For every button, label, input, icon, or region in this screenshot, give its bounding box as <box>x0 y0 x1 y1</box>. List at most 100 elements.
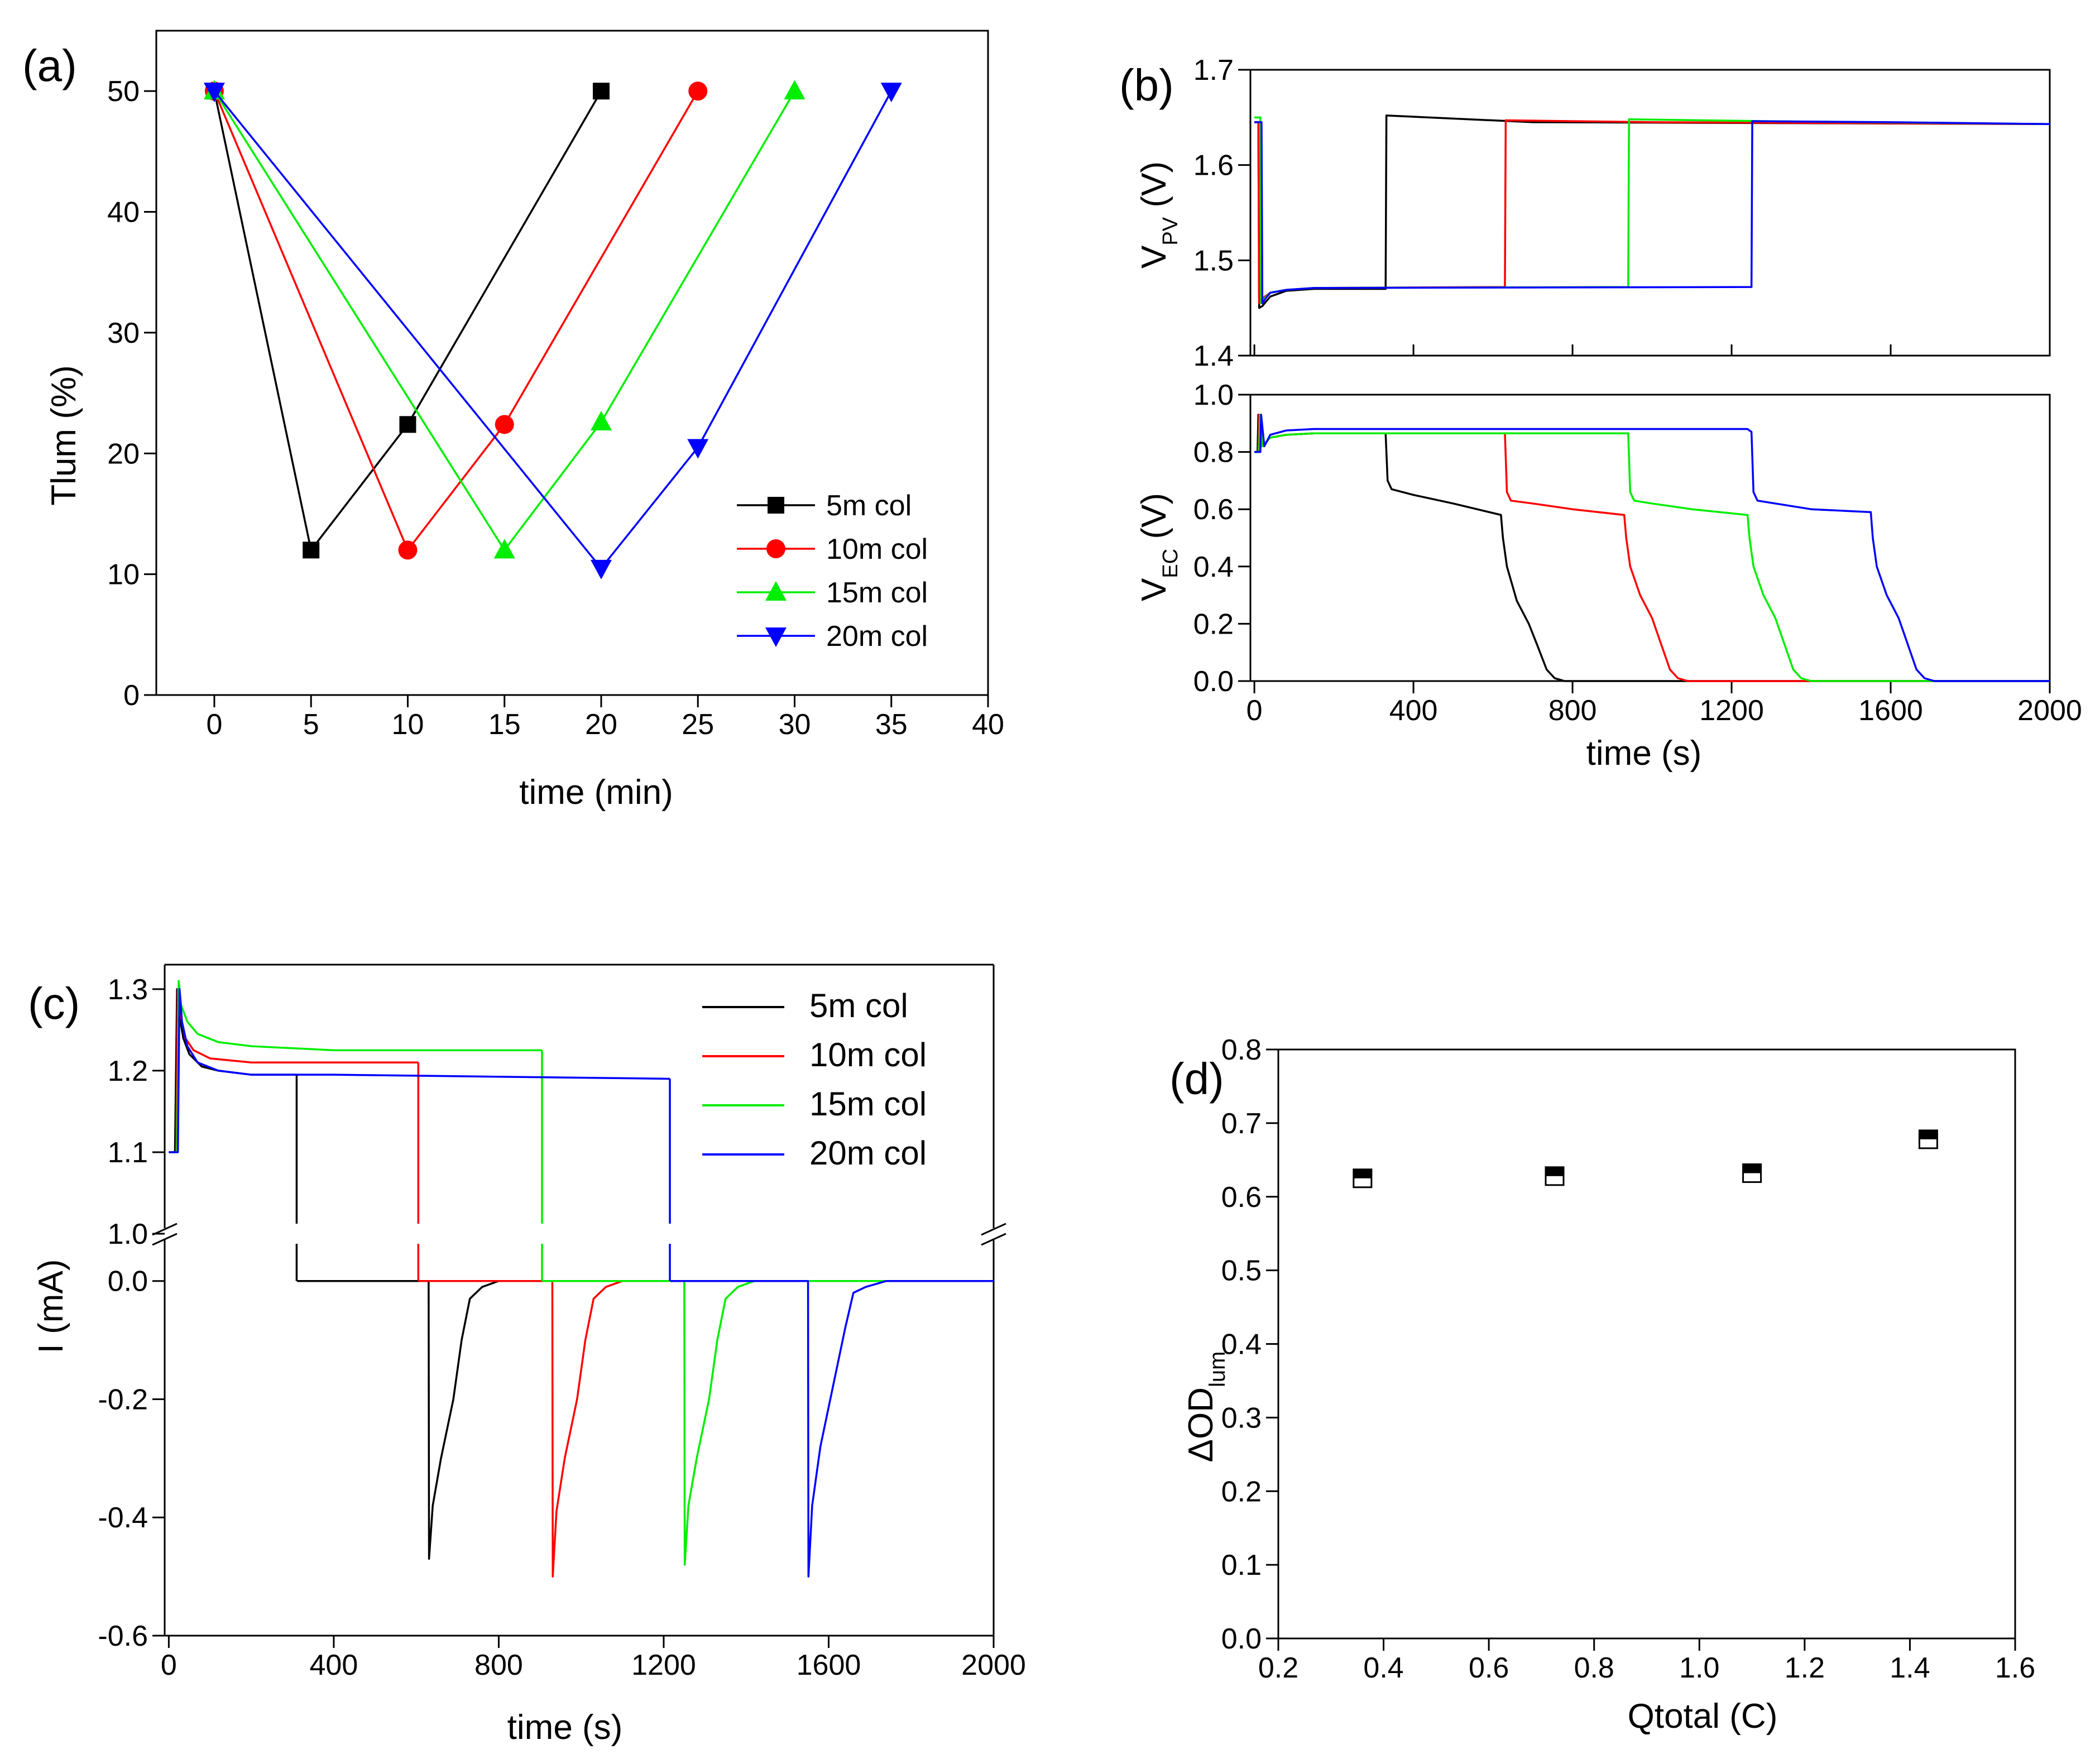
panel-c-xtick-label: 0 <box>161 1649 177 1681</box>
panel-b-bottom-series-2-line <box>1254 414 2050 682</box>
panel-b-bottom-ylabel: VEC (V) <box>1135 493 1182 601</box>
panel-c-series-0-lower-line <box>297 1279 994 1560</box>
panel-b-bottom-xtick-label: 400 <box>1389 694 1438 727</box>
panel-a-legend-label-2: 15m col <box>826 577 928 609</box>
panel-a-xlabel: time (min) <box>519 773 673 812</box>
panel-c-top-ytick-label: 1.3 <box>108 974 148 1006</box>
panel-a-series-0-point <box>303 541 320 559</box>
panel-c-legend-label-0: 5m col <box>809 987 908 1024</box>
panel-d-ytick-label: 0.7 <box>1221 1108 1262 1140</box>
panel-a-series-0-point <box>592 83 610 100</box>
panel-d-point-1-fill <box>1546 1167 1564 1176</box>
panel-a-ytick-label: 10 <box>107 559 140 591</box>
panel-b-top-ytick-label: 1.5 <box>1193 245 1234 277</box>
panel-c-xtick-label: 2000 <box>961 1649 1026 1681</box>
panel-c-break-mark-1a <box>981 1223 1006 1236</box>
panel-b-bottom-xtick-label: 0 <box>1246 694 1263 727</box>
panel-c-legend-label-3: 20m col <box>809 1134 927 1172</box>
panel-b-bottom-series-1-line <box>1254 414 2050 682</box>
panel-d-ylabel: ΔODlum <box>1182 1352 1230 1463</box>
panel-b-bottom-series-0-line <box>1254 414 2050 682</box>
panel-a-series-3-point <box>687 439 709 459</box>
panel-c-xtick-label: 1200 <box>631 1649 696 1681</box>
panel-c-series-1-lower-line <box>419 1279 994 1578</box>
panel-a-xtick-label: 15 <box>488 708 521 741</box>
panel-a-series-3-line <box>213 90 893 569</box>
panel-a-xtick-label: 30 <box>779 708 811 741</box>
panel-a-ytick-label: 0 <box>123 679 140 712</box>
panel-b-bottom-plot: 0 400 800 1200 1600 2000 0.0 0.2 0.4 0.6 0.8 1.0 <box>1193 379 2082 727</box>
panel-d-xtick-label: 0.6 <box>1469 1652 1509 1684</box>
panel-d-ytick-label: 0.0 <box>1221 1623 1262 1655</box>
panel-d-ytick-label: 0.5 <box>1221 1255 1262 1287</box>
panel-a-series-2-point <box>784 80 806 100</box>
panel-a-legend-marker-2 <box>765 581 787 601</box>
panel-a-series-3-point <box>203 83 225 103</box>
panel-b-bottom-xtick-label: 800 <box>1548 694 1597 727</box>
panel-a: (a) 0 5 10 15 20 25 30 35 40 0 10 20 30 40 50 time (mi… <box>22 30 1004 812</box>
panel-d-xtick-label: 1.2 <box>1785 1652 1825 1684</box>
panel-c-xlabel: time (s) <box>507 1708 623 1747</box>
panel-a-plot: 0 5 10 15 20 25 30 35 40 0 10 20 30 40 50 <box>107 30 1004 741</box>
panel-a-ytick-label: 30 <box>107 317 140 349</box>
panel-b-bottom-ytick-label: 0.8 <box>1193 437 1234 469</box>
panel-b-bottom-series-3-line <box>1254 414 2050 682</box>
panel-a-ytick-label: 40 <box>107 197 140 229</box>
panel-c-series-2-lower-line <box>542 1279 994 1566</box>
panel-b: (b) 1.41.51.61.7 0 400 800 1200 1600 20000.00… <box>1119 54 2082 773</box>
panel-a-series-2-point <box>590 411 612 431</box>
panel-c: (c) 0 400 800 1200 1600 2000 1.0 1.1 1.2 1.3 -0.6 -… <box>28 964 1026 1747</box>
panel-d-point-2 <box>1742 1163 1762 1183</box>
panel-a-legend-marker-3 <box>765 627 787 647</box>
panel-d-xtick-label: 0.2 <box>1258 1652 1298 1684</box>
panel-d-point-3 <box>1918 1129 1938 1149</box>
panel-a-xtick-label: 25 <box>682 708 714 741</box>
panel-b-bottom-xtick-label: 1600 <box>1858 694 1923 727</box>
panel-a-series-1-line <box>213 90 699 552</box>
panel-a-series-1-point <box>398 540 418 560</box>
panel-c-bottom-ytick-label: -0.2 <box>98 1383 148 1416</box>
panel-c-bottom-ytick-label: -0.6 <box>98 1620 148 1652</box>
panel-b-xlabel: time (s) <box>1586 734 1702 773</box>
panel-d-label: (d) <box>1169 1054 1224 1104</box>
panel-b-bottom-ytick-label: 1.0 <box>1193 379 1234 411</box>
panel-d-xtick-label: 1.4 <box>1890 1652 1930 1684</box>
panel-a-ytick-label: 50 <box>107 75 140 108</box>
panel-d: (d) 0.2 0.4 0.6 0.8 1.0 1.2 1.4 1.6 0.0 0.1 0.2 0.3… <box>1169 1034 2035 1736</box>
panel-b-top-series-1-line <box>1254 119 2050 304</box>
panel-c-series-2-upper-line <box>169 980 543 1153</box>
panel-d-xlabel: Qtotal (C) <box>1628 1697 1778 1736</box>
panel-a-legend-marker-1 <box>766 539 785 558</box>
panel-a-ytick-label: 20 <box>107 438 140 470</box>
panel-b-top-ytick-label: 1.4 <box>1193 340 1234 372</box>
panel-a-xtick-label: 5 <box>303 708 319 741</box>
panel-a-series-3-point <box>590 559 612 579</box>
panel-a-xtick-label: 10 <box>392 708 424 741</box>
panel-d-xtick-label: 0.8 <box>1574 1652 1614 1684</box>
panel-a-series-3-point <box>880 83 902 103</box>
panel-d-frame <box>1277 1048 2016 1640</box>
panel-b-top-series-0-line <box>1254 114 2050 309</box>
panel-d-ytick-label: 0.8 <box>1221 1034 1262 1066</box>
panel-c-bottom-ytick-label: -0.4 <box>98 1502 148 1534</box>
panel-b-top-frame <box>1249 69 2051 357</box>
panel-c-break-mark-0b <box>152 1233 178 1246</box>
panel-a-label: (a) <box>22 41 77 90</box>
panel-a-xtick-label: 40 <box>972 708 1004 741</box>
panel-c-xtick-label: 1600 <box>797 1649 861 1681</box>
panel-a-frame <box>155 30 989 696</box>
panel-d-point-0-fill <box>1353 1169 1372 1178</box>
panel-d-ytick-label: 0.2 <box>1221 1475 1262 1508</box>
panel-b-top-series-2-line <box>1254 116 2050 304</box>
panel-b-top-ytick-label: 1.6 <box>1193 150 1234 182</box>
panel-a-xtick-label: 0 <box>206 708 222 741</box>
panel-c-plot: 0 400 800 1200 1600 2000 1.0 1.1 1.2 1.3 -0.6 -0.4 -… <box>98 964 1026 1681</box>
panel-c-series-3-upper-line <box>169 988 670 1153</box>
panel-b-bottom-frame <box>1249 394 2051 682</box>
panel-b-top-series-3-line <box>1254 120 2050 304</box>
panel-a-series-1-point <box>495 415 514 434</box>
panel-c-top-ytick-label: 1.1 <box>108 1137 148 1169</box>
panel-b-bottom-ytick-label: 0.4 <box>1193 551 1234 583</box>
panel-c-series-3-lower-line <box>670 1279 994 1578</box>
